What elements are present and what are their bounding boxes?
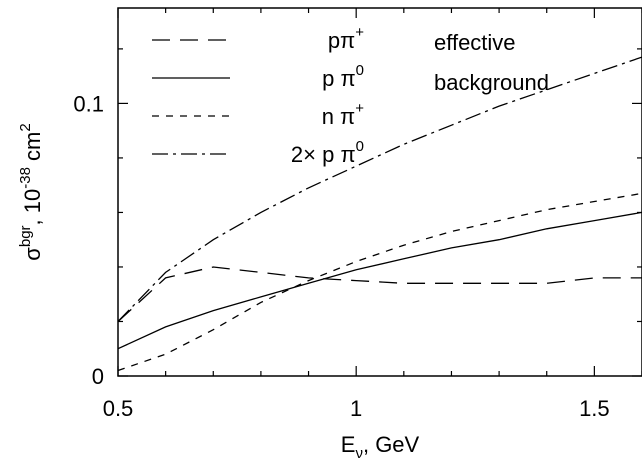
y-tick-label: 0: [92, 364, 104, 389]
y-axis-title-unit-exp: 2: [17, 123, 34, 131]
series-layer: [117, 56, 642, 372]
y-tick-label: 0.1: [73, 91, 104, 116]
y-axis-title-mid: , 10: [20, 189, 45, 226]
x-axis-title-main: E: [341, 432, 356, 457]
legend-label-2: p π0: [322, 62, 364, 91]
legend: pπ+ p π0 n π+ 2× p π0: [152, 24, 364, 167]
series-line-2: [117, 211, 642, 350]
annotation-line-1: effective: [434, 30, 516, 55]
x-axis-title-tail: , GeV: [363, 432, 420, 457]
tick-labels: 0.5 1 1.5 0 0.1: [73, 91, 609, 421]
legend-label-1: pπ+: [328, 24, 364, 53]
x-tick-label: 0.5: [103, 396, 134, 421]
y-axis-title-unit: cm: [20, 132, 45, 167]
y-axis-title: σbgr, 10-38 cm2: [17, 123, 45, 260]
legend-label-3: n π+: [322, 100, 365, 129]
x-tick-label: 1: [350, 396, 362, 421]
y-axis-title-exp: -38: [17, 167, 34, 189]
annotation-line-2: background: [434, 70, 549, 95]
series-line-3: [117, 192, 642, 372]
series-line-1: [117, 266, 642, 322]
x-axis-title-sub: ν: [355, 445, 363, 462]
x-tick-label: 1.5: [579, 396, 610, 421]
legend-label-4: 2× p π0: [291, 138, 364, 167]
axis-ticks: [117, 8, 642, 377]
y-axis-title-sigma: σ: [20, 247, 45, 261]
series-line-4: [117, 56, 642, 322]
y-axis-title-sup: bgr: [17, 225, 34, 247]
x-axis-title: Eν, GeV: [341, 432, 420, 462]
plot-frame: [117, 7, 642, 377]
